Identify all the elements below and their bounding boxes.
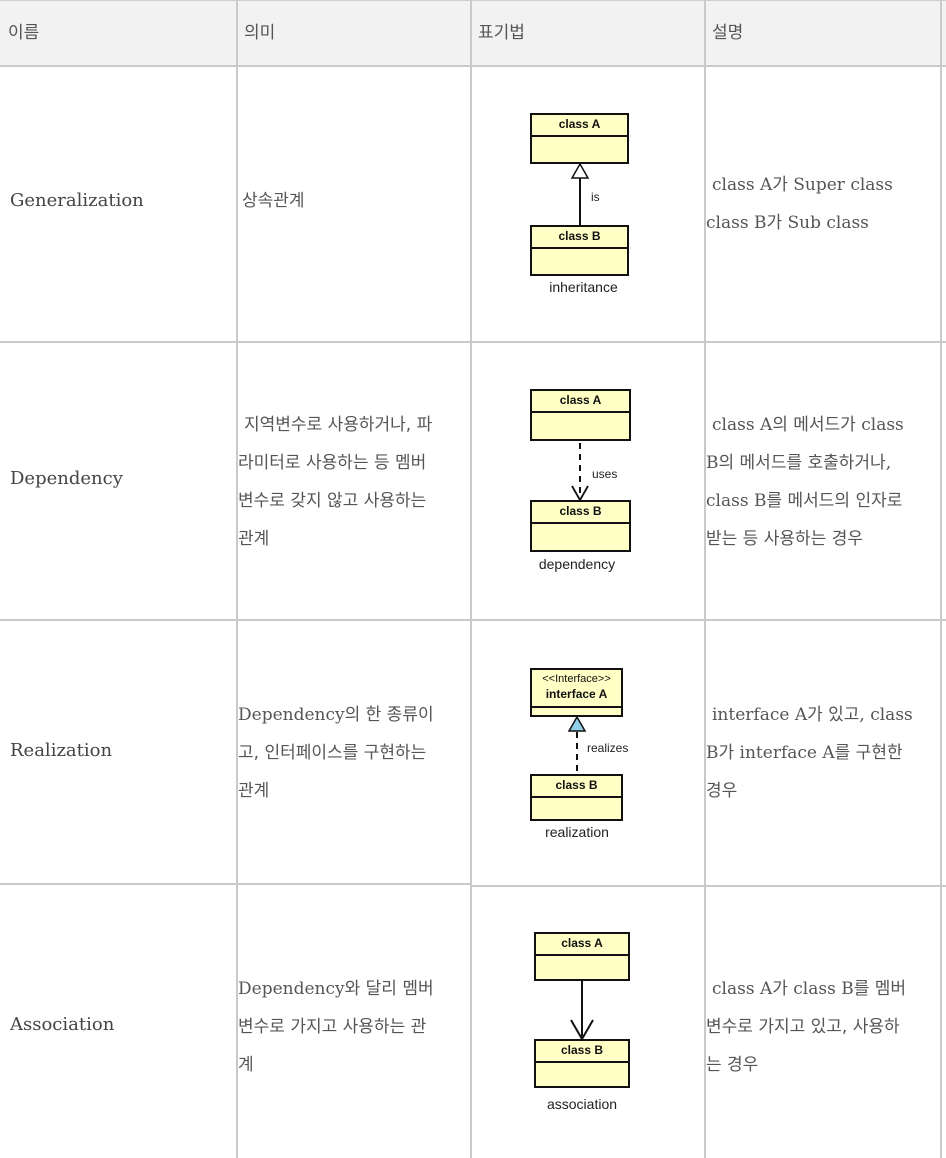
row-description-line: class B를 메서드의 인자로 [706,491,903,511]
class-name: class B [532,227,627,249]
row-meaning-line: 계 [238,1055,254,1075]
diagram-caption: inheritance [549,279,618,295]
class-name: class A [532,115,627,137]
grid-line [236,0,238,1158]
row-meaning-line: Dependency의 한 종류이 [238,705,434,725]
generalization-diagram: class A is class B inheritance [471,66,704,341]
row-description-line: interface A가 있고, class [712,705,913,725]
row-description-line: class A가 Super class [712,175,893,195]
row-meaning: 상속관계 [242,191,305,211]
row-name: Generalization [10,190,144,211]
realization-diagram: <<Interface>> interface A realizes class… [471,621,704,883]
row-meaning-line: 관계 [238,781,270,801]
header-description: 설명 [712,23,744,43]
header-meaning: 의미 [244,23,276,43]
class-name: class B [532,776,621,798]
uml-class-box: class A [530,113,629,164]
row-description-line: class B가 Sub class [706,213,869,233]
row-meaning-line: 라미터로 사용하는 등 멤버 [238,453,427,473]
row-meaning-line: Dependency와 달리 멤버 [238,979,434,999]
row-description-line: 는 경우 [706,1055,759,1075]
row-meaning-line: 변수로 갖지 않고 사용하는 [238,491,427,511]
row-name: Association [10,1014,115,1035]
row-meaning-line: 변수로 가지고 사용하는 관 [238,1017,427,1037]
association-diagram: class A class B association [471,887,704,1158]
row-divider [0,341,946,343]
realization-arrow-icon [567,715,587,774]
grid-line [704,0,706,1158]
row-meaning-line: 고, 인터페이스를 구현하는 [238,743,427,763]
row-divider [0,883,472,885]
row-description-line: 받는 등 사용하는 경우 [706,529,863,549]
uml-interface-box: <<Interface>> interface A [530,668,623,717]
uml-class-box: class B [530,500,631,552]
uml-class-box: class B [534,1039,630,1088]
row-description-line: 경우 [706,781,738,801]
class-name: class A [536,934,628,956]
interface-header: <<Interface>> interface A [532,670,621,708]
grid-line [470,0,472,1158]
table-header: 이름 의미 표기법 설명 [0,0,946,67]
row-description-line: class A의 메서드가 class [712,415,904,435]
header-name: 이름 [8,23,40,43]
row-meaning-line: 지역변수로 사용하거나, 파 [244,415,433,435]
row-description-line: B가 interface A를 구현한 [706,743,903,763]
row-name: Dependency [10,468,123,489]
uml-class-box: class A [530,389,631,441]
relation-label: is [591,190,600,204]
diagram-caption: association [546,1096,618,1112]
class-name: class B [536,1041,628,1063]
inheritance-arrow-icon [570,162,590,225]
interface-name: interface A [545,687,608,701]
stereotype-label: <<Interface>> [542,673,611,685]
row-description-line: B의 메서드를 호출하거나, [706,453,892,473]
uml-class-box: class A [534,932,630,981]
diagram-caption: dependency [538,556,616,572]
row-divider [0,619,946,621]
row-meaning-line: 관계 [238,529,270,549]
dependency-diagram: class A uses class B dependency [471,343,704,619]
class-name: class A [532,391,629,413]
diagram-caption: realization [545,824,609,840]
row-divider [470,885,946,887]
uml-class-box: class B [530,774,623,821]
grid-line [940,0,942,1158]
row-name: Realization [10,740,113,761]
relation-label: realizes [587,741,629,755]
header-notation: 표기법 [478,23,525,43]
row-description-line: class A가 class B를 멤버 [712,979,907,999]
dependency-arrow-icon [571,443,589,502]
row-description-line: 변수로 가지고 있고, 사용하 [706,1017,900,1037]
class-name: class B [532,502,629,524]
association-arrow-icon [570,981,594,1041]
uml-class-box: class B [530,225,629,276]
relation-label: uses [592,467,618,481]
